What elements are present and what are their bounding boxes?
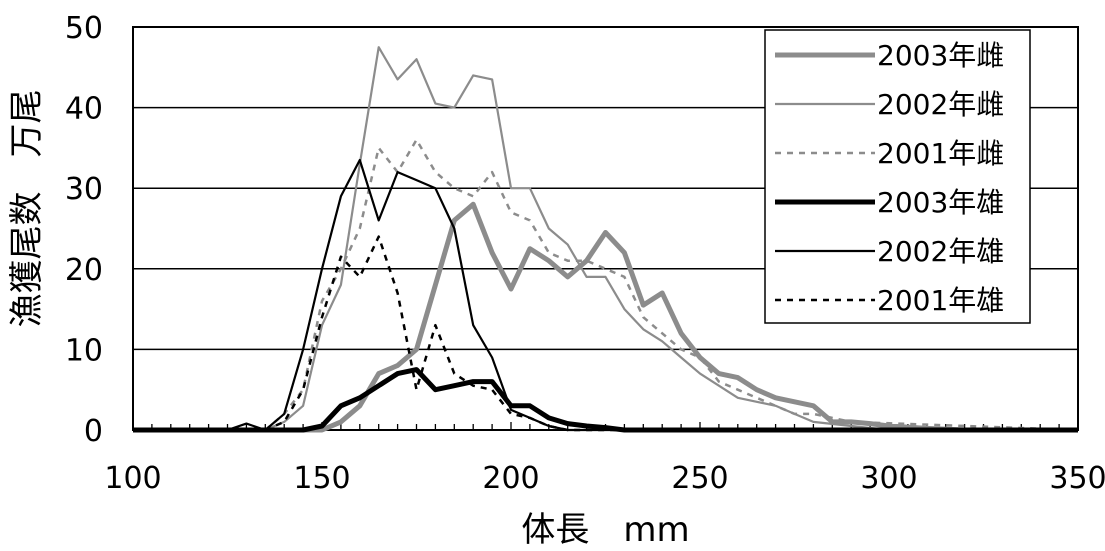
x-tick-label: 300 — [860, 461, 917, 496]
legend-label-2: 2002年雌 — [877, 88, 1004, 121]
y-tick-label: 30 — [65, 172, 103, 207]
y-axis-tick-labels: 0 10 20 30 40 50 — [65, 11, 103, 449]
series-lines — [133, 46, 1079, 433]
y-tick-label: 40 — [65, 92, 103, 127]
x-tick-label: 350 — [1049, 461, 1105, 496]
legend-label-5: 2002年雄 — [877, 235, 1004, 268]
legend: 2003年雌 2002年雌 2001年雌 2003年雄 2002年雄 2001年雄 — [764, 29, 1031, 324]
legend-label-3: 2001年雌 — [877, 137, 1004, 170]
series-line-6 — [133, 235, 1078, 432]
series-line-4 — [133, 367, 1078, 433]
x-tick-label: 150 — [293, 461, 350, 496]
series-line-2 — [133, 46, 1078, 432]
y-tick-label: 10 — [65, 333, 103, 368]
x-tick-label: 250 — [671, 461, 728, 496]
legend-label-1: 2003年雌 — [877, 39, 1004, 72]
y-axis-title: 漁獲尾数 万尾 — [7, 90, 47, 328]
y-tick-label: 20 — [65, 253, 103, 288]
x-tick-label: 100 — [104, 461, 161, 496]
series-line-1 — [133, 201, 1078, 433]
legend-label-4: 2003年雄 — [877, 186, 1004, 219]
legend-label-6: 2001年雄 — [877, 284, 1004, 317]
x-tick-label: 200 — [482, 461, 539, 496]
legend-box — [764, 29, 1031, 324]
x-axis-tick-labels: 100 150 200 250 300 350 — [104, 461, 1105, 496]
y-tick-label: 0 — [84, 414, 103, 449]
x-axis-title: 体長 mm — [521, 510, 689, 550]
series-line-5 — [133, 158, 1078, 432]
y-tick-label: 50 — [65, 11, 103, 46]
series-line-3 — [133, 138, 1079, 432]
